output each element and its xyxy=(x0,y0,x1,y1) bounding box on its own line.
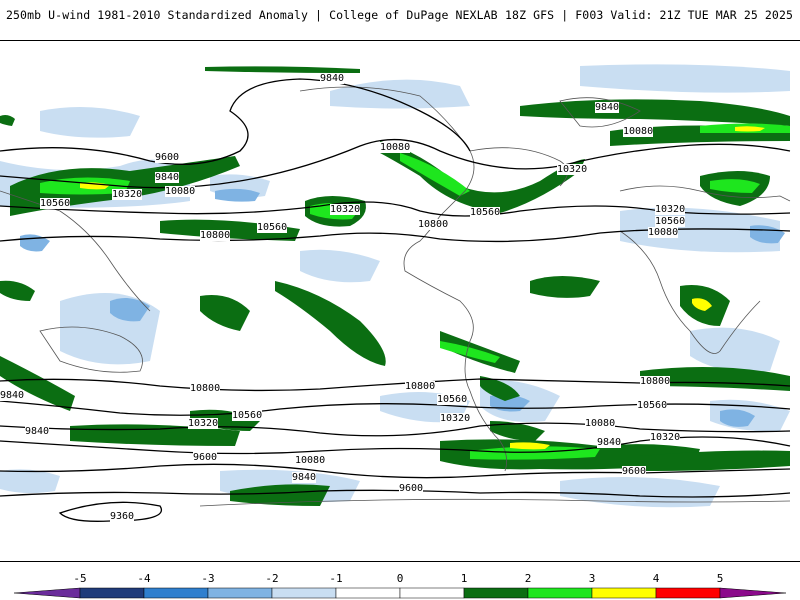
colorbar-tick-label: 5 xyxy=(716,572,724,585)
contour-label: 10080 xyxy=(623,126,654,137)
contour-label: 10080 xyxy=(165,186,196,197)
colorbar-tick-label: 1 xyxy=(460,572,468,585)
colorbar-tick-label: 2 xyxy=(524,572,532,585)
strong-positive-anomaly xyxy=(40,123,790,460)
map-header: 250mb U-wind 1981-2010 Standardized Anom… xyxy=(0,0,800,38)
colorbar-tick-label: 0 xyxy=(396,572,404,585)
colorbar-segment-m4 xyxy=(79,587,145,599)
colorbar-bar xyxy=(13,587,787,599)
contour-label: 9840 xyxy=(292,472,317,483)
colorbar-segment-p3 xyxy=(591,587,657,599)
contour-label: 10800 xyxy=(405,381,436,392)
contour-label: 10800 xyxy=(190,383,221,394)
contour-label: 10080 xyxy=(585,418,616,429)
contour-label: 10560 xyxy=(40,198,71,209)
colorbar-segment-m1 xyxy=(271,587,337,599)
colorbar-segment-p1 xyxy=(463,587,529,599)
contour-label: 9840 xyxy=(597,437,622,448)
contour-label: 9600 xyxy=(399,483,424,494)
contour-label: 10560 xyxy=(655,216,686,227)
contour-label: 10800 xyxy=(200,230,231,241)
colorbar: -5 -4 -3 -2 -1 0 1 2 3 4 5 xyxy=(0,572,800,600)
map-title: 250mb U-wind 1981-2010 Standardized Anom… xyxy=(6,8,498,22)
colorbar-segment-m5 xyxy=(13,587,81,599)
colorbar-tick-label: -4 xyxy=(137,572,151,585)
colorbar-tick-label: -1 xyxy=(329,572,343,585)
contour-label: 10320 xyxy=(440,413,471,424)
colorbar-segment-0a xyxy=(335,587,401,599)
very-strong-positive-anomaly xyxy=(80,126,765,450)
contour-label: 9600 xyxy=(193,452,218,463)
contour-label: 10560 xyxy=(232,410,263,421)
contour-label: 10560 xyxy=(437,394,468,405)
contour-label: 10320 xyxy=(557,164,588,175)
colorbar-segment-p5 xyxy=(719,587,787,599)
colorbar-tick-label: 4 xyxy=(652,572,660,585)
contour-label: 10320 xyxy=(650,432,681,443)
model-valid-time: 18Z GFS | F003 Valid: 21Z TUE MAR 25 202… xyxy=(505,8,793,22)
contour-label: 9600 xyxy=(622,466,647,477)
contour-label: 9840 xyxy=(320,73,345,84)
contour-label: 9840 xyxy=(155,172,180,183)
contour-label: 10080 xyxy=(648,227,679,238)
continent-outlines xyxy=(0,86,791,507)
colorbar-tick-label: -3 xyxy=(201,572,215,585)
contour-label: 9840 xyxy=(595,102,620,113)
contour-label: 10080 xyxy=(380,142,411,153)
colorbar-segment-m2 xyxy=(207,587,273,599)
colorbar-tick-label: -5 xyxy=(73,572,87,585)
colorbar-segment-p4 xyxy=(655,587,721,599)
colorbar-tick-label: -2 xyxy=(265,572,279,585)
contour-label: 10320 xyxy=(112,189,143,200)
contour-label: 10800 xyxy=(418,219,449,230)
contour-label: 9360 xyxy=(110,511,135,522)
contour-label: 10800 xyxy=(640,376,671,387)
contour-label: 9600 xyxy=(155,152,180,163)
contour-label: 10080 xyxy=(295,455,326,466)
contour-label: 10320 xyxy=(655,204,686,215)
colorbar-segment-0b xyxy=(399,587,465,599)
contour-label: 10560 xyxy=(637,400,668,411)
contour-label: 10320 xyxy=(188,418,219,429)
colorbar-tick-label: 3 xyxy=(588,572,596,585)
contour-label: 10560 xyxy=(470,207,501,218)
contour-label: 9840 xyxy=(0,390,25,401)
contour-label: 9840 xyxy=(25,426,50,437)
contour-label: 10320 xyxy=(330,204,361,215)
contour-label: 10560 xyxy=(257,222,288,233)
colorbar-segment-p2 xyxy=(527,587,593,599)
colorbar-segment-m3 xyxy=(143,587,209,599)
